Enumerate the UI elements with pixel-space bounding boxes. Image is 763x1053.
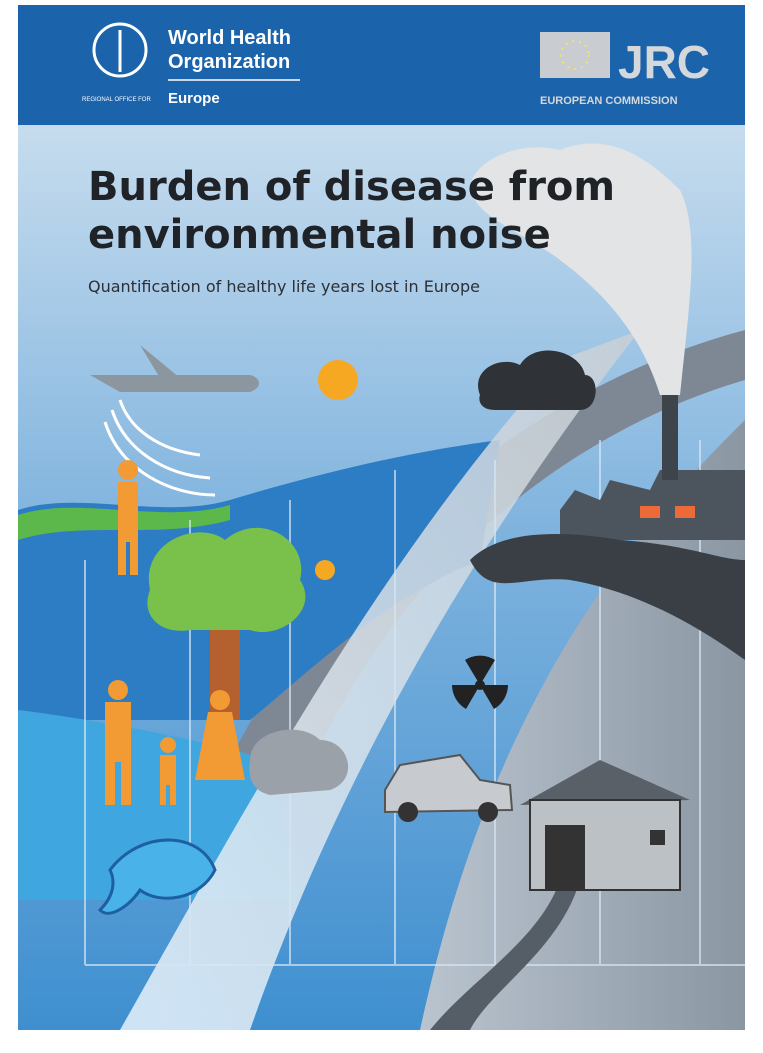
title: Burden of disease from	[88, 164, 615, 210]
jrc-acronym: JRC	[618, 36, 710, 88]
who-name: Organization	[168, 51, 290, 73]
tree-crown	[147, 528, 305, 632]
title: environmental noise	[88, 212, 551, 258]
page: World Health Organization REGIONAL OFFIC…	[0, 0, 763, 1053]
window	[650, 830, 665, 845]
sun	[318, 360, 358, 400]
who-name: World Health	[168, 27, 291, 49]
cover: World Health Organization REGIONAL OFFIC…	[0, 0, 763, 1053]
chimney	[662, 390, 678, 480]
eu-flag	[540, 32, 610, 78]
wheel	[478, 802, 498, 822]
who-region-prefix: REGIONAL OFFICE FOR	[82, 97, 151, 103]
wheel	[398, 802, 418, 822]
door	[545, 825, 585, 890]
who-region: Europe	[168, 90, 220, 107]
window	[640, 506, 660, 518]
jrc-name: EUROPEAN COMMISSION	[540, 95, 678, 107]
window	[675, 506, 695, 518]
subtitle: Quantification of healthy life years los…	[88, 277, 480, 296]
flower	[315, 560, 335, 580]
